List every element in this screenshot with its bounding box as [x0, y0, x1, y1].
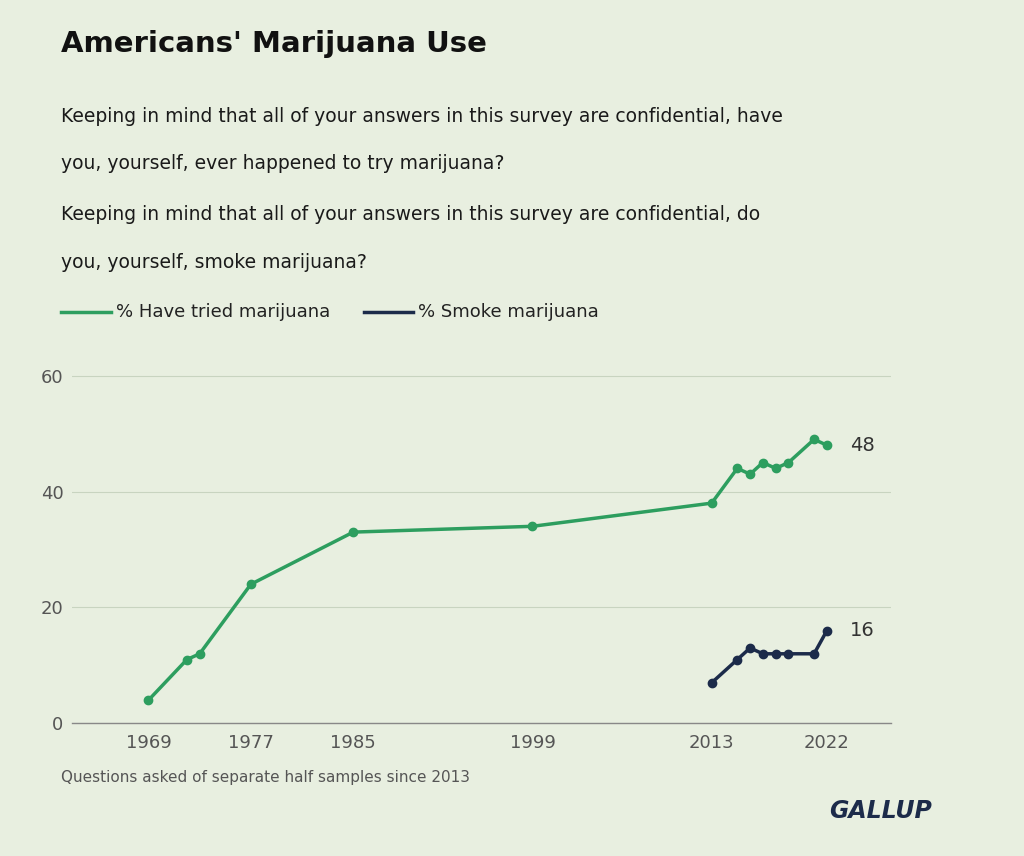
Text: % Smoke marijuana: % Smoke marijuana [418, 303, 599, 322]
Text: you, yourself, ever happened to try marijuana?: you, yourself, ever happened to try mari… [61, 154, 505, 173]
Text: Questions asked of separate half samples since 2013: Questions asked of separate half samples… [61, 770, 470, 786]
Text: 48: 48 [850, 436, 874, 455]
Text: Keeping in mind that all of your answers in this survey are confidential, have: Keeping in mind that all of your answers… [61, 107, 783, 126]
Text: 16: 16 [850, 621, 874, 640]
Text: Keeping in mind that all of your answers in this survey are confidential, do: Keeping in mind that all of your answers… [61, 205, 761, 224]
Text: GALLUP: GALLUP [829, 800, 932, 823]
Text: % Have tried marijuana: % Have tried marijuana [116, 303, 330, 322]
Text: you, yourself, smoke marijuana?: you, yourself, smoke marijuana? [61, 253, 368, 271]
Text: Americans' Marijuana Use: Americans' Marijuana Use [61, 30, 487, 58]
